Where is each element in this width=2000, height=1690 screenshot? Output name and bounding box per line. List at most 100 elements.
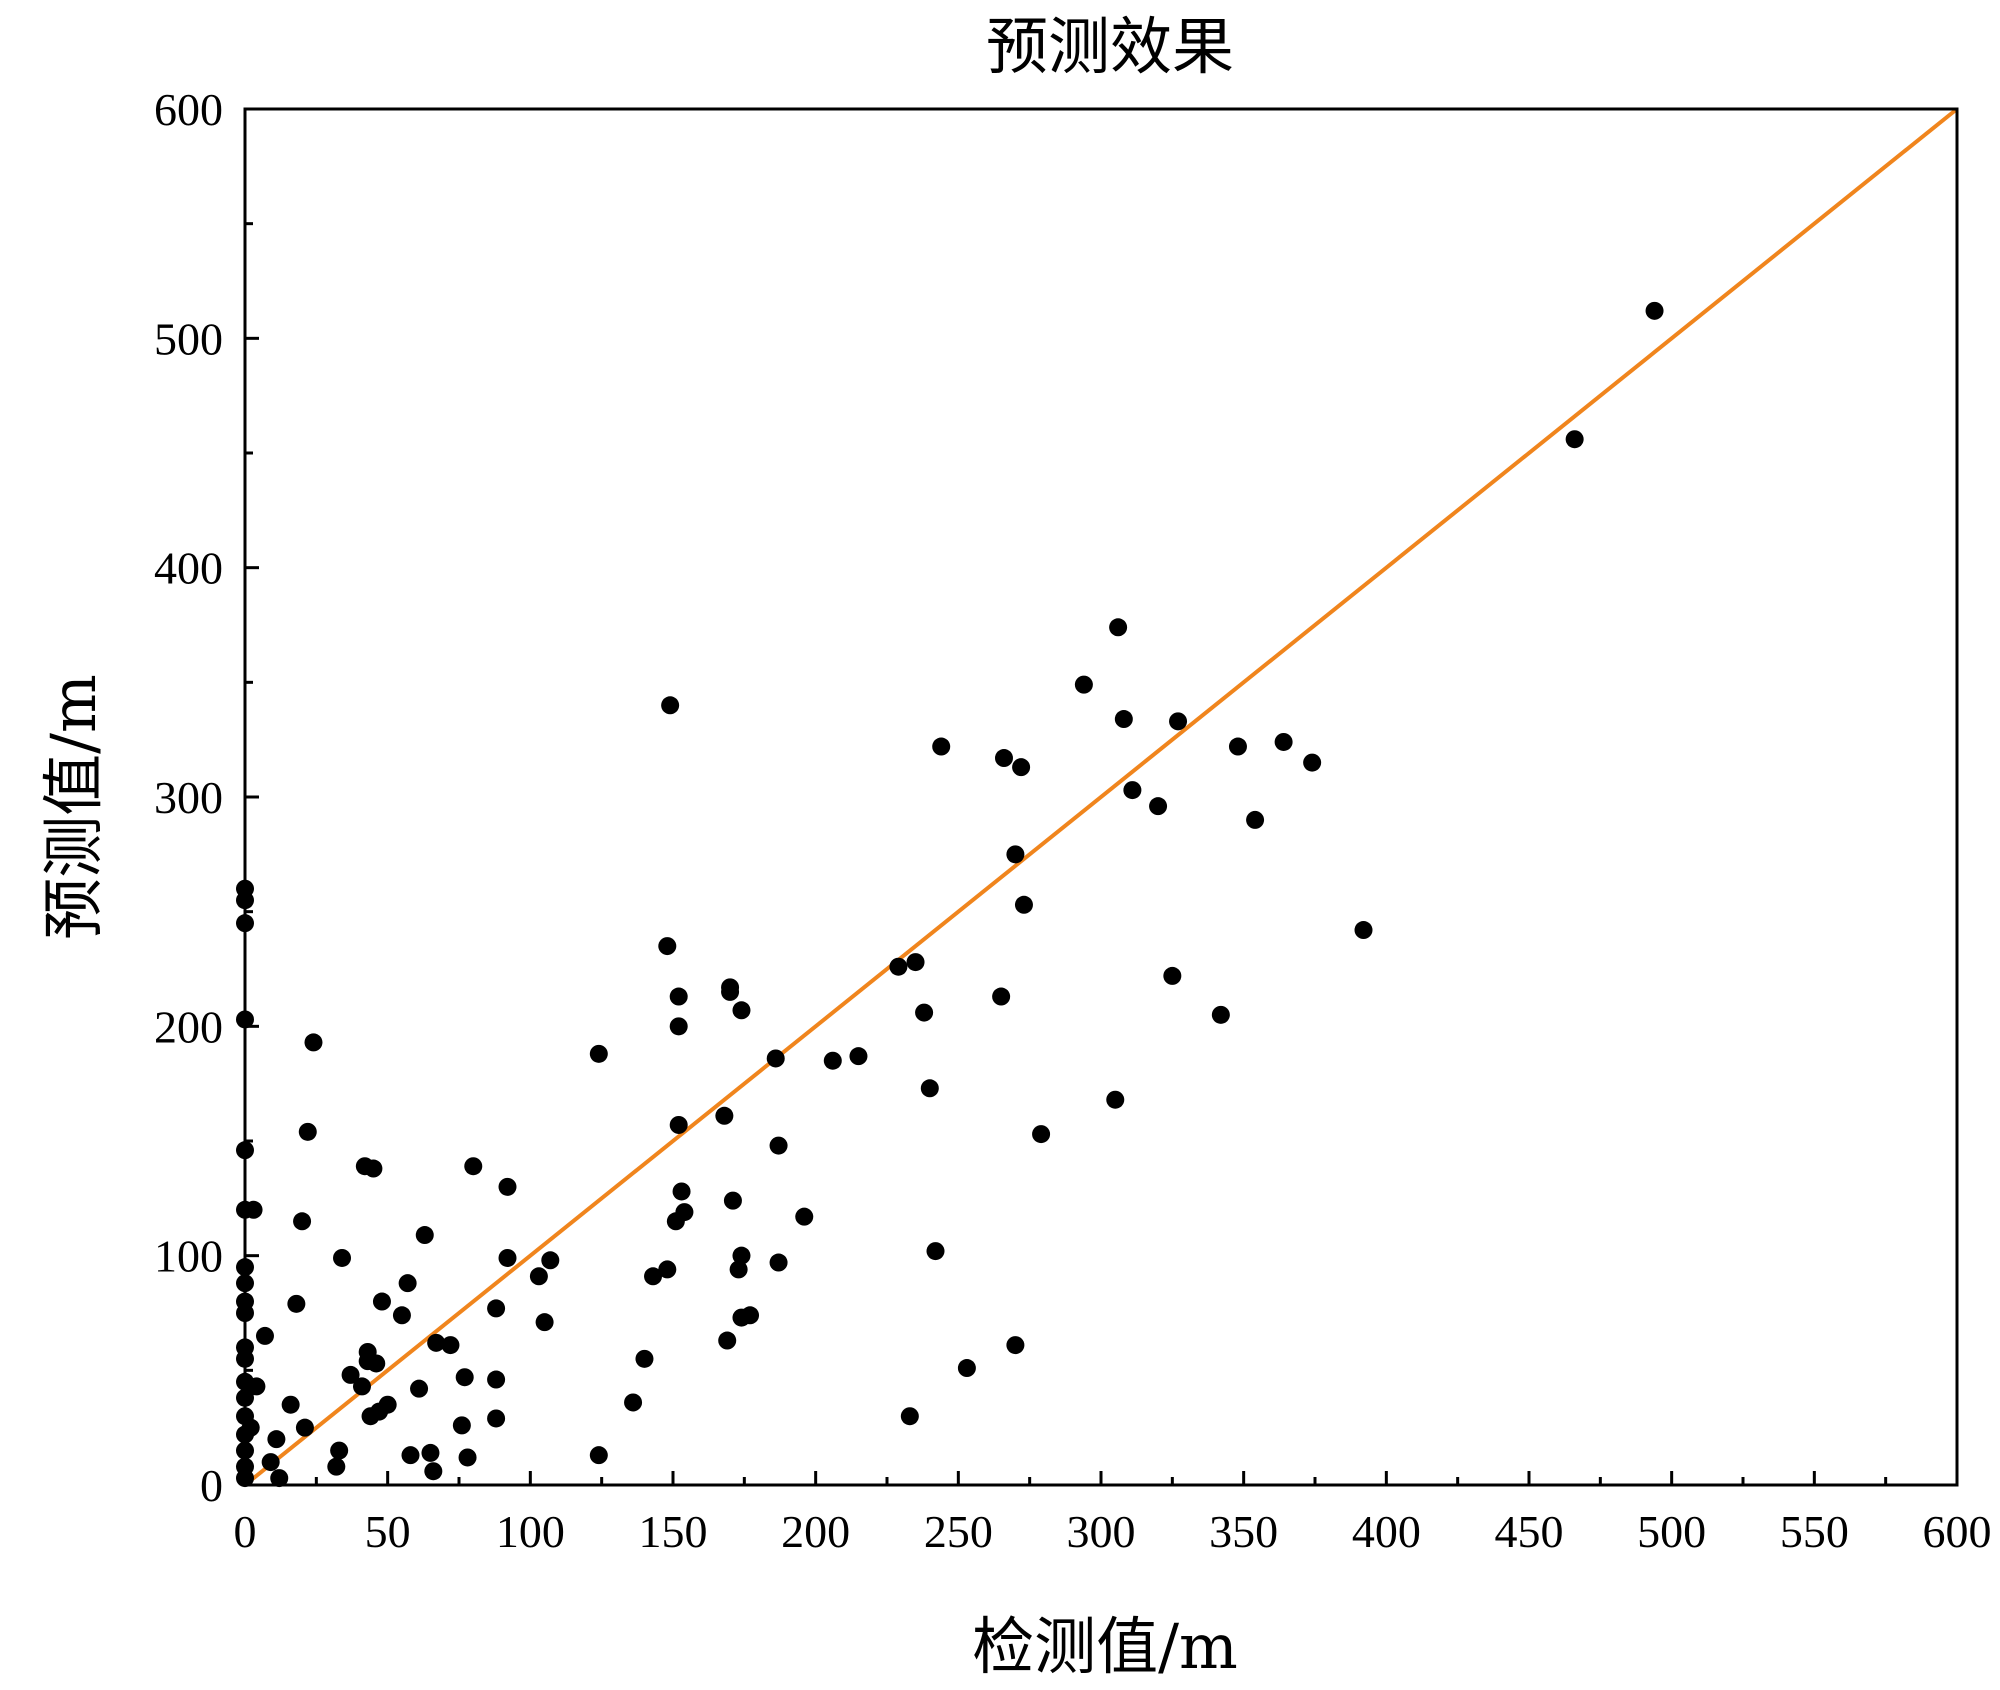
y-tick-label-200: 200 (154, 1001, 223, 1052)
data-point-122 (1246, 810, 1265, 829)
data-point-91 (766, 1049, 785, 1068)
data-point-30 (298, 1122, 317, 1141)
data-point-74 (661, 696, 680, 715)
data-point-34 (333, 1248, 352, 1267)
data-point-117 (1149, 797, 1168, 816)
data-point-81 (715, 1106, 734, 1125)
data-point-80 (675, 1203, 694, 1222)
data-point-100 (915, 1003, 934, 1022)
y-tick-label-400: 400 (154, 543, 223, 594)
data-point-52 (424, 1462, 443, 1481)
y-tick-label-500: 500 (154, 313, 223, 364)
data-point-102 (926, 1242, 945, 1261)
data-point-62 (498, 1177, 517, 1196)
data-point-60 (487, 1370, 506, 1389)
data-point-125 (1354, 921, 1373, 940)
data-point-67 (589, 1044, 608, 1063)
data-point-53 (427, 1333, 446, 1352)
data-point-127 (1645, 301, 1664, 320)
data-point-99 (906, 953, 925, 972)
data-point-110 (1014, 895, 1033, 914)
data-point-24 (267, 1430, 286, 1449)
data-point-41 (364, 1159, 383, 1178)
x-tick-label-350: 350 (1209, 1506, 1278, 1557)
data-point-119 (1169, 712, 1188, 731)
data-point-77 (669, 1017, 688, 1036)
data-point-114 (1109, 618, 1128, 637)
data-point-48 (401, 1446, 420, 1465)
data-point-20 (244, 1200, 263, 1219)
data-point-28 (293, 1212, 312, 1231)
x-tick-label-200: 200 (781, 1506, 850, 1557)
data-point-68 (589, 1446, 608, 1465)
x-tick-label-600: 600 (1923, 1506, 1992, 1557)
x-tick-label-400: 400 (1352, 1506, 1421, 1557)
y-tick-label-0: 0 (200, 1460, 223, 1511)
x-tick-label-300: 300 (1067, 1506, 1136, 1557)
x-tick-label-550: 550 (1780, 1506, 1849, 1557)
data-point-96 (849, 1047, 868, 1066)
data-point-84 (721, 978, 740, 997)
data-point-72 (658, 1260, 677, 1279)
data-point-35 (341, 1365, 360, 1384)
x-tick-label-0: 0 (234, 1506, 257, 1557)
data-point-105 (992, 987, 1011, 1006)
data-point-21 (247, 1377, 266, 1396)
data-point-23 (261, 1453, 280, 1472)
data-point-57 (458, 1448, 477, 1467)
data-point-45 (378, 1395, 397, 1414)
data-point-26 (281, 1395, 300, 1414)
data-point-103 (932, 737, 951, 756)
x-tick-label-100: 100 (496, 1506, 565, 1557)
data-point-82 (718, 1331, 737, 1350)
x-tick-label-50: 50 (365, 1506, 411, 1557)
data-point-61 (487, 1409, 506, 1428)
data-point-76 (669, 1115, 688, 1134)
y-tick-label-600: 600 (154, 84, 223, 135)
data-point-98 (900, 1407, 919, 1426)
data-point-97 (889, 957, 908, 976)
data-point-29 (295, 1418, 314, 1437)
data-point-104 (957, 1359, 976, 1378)
data-point-93 (769, 1253, 788, 1272)
data-point-88 (732, 1246, 751, 1265)
data-point-25 (270, 1469, 289, 1488)
x-axis-title: 检测值/m (972, 1610, 1238, 1683)
data-point-36 (352, 1377, 371, 1396)
data-point-33 (330, 1441, 349, 1460)
data-point-58 (464, 1157, 483, 1176)
data-point-121 (1228, 737, 1247, 756)
data-point-70 (635, 1349, 654, 1368)
data-point-55 (452, 1416, 471, 1435)
data-point-78 (669, 987, 688, 1006)
data-point-113 (1106, 1090, 1125, 1109)
data-point-85 (723, 1191, 742, 1210)
data-point-50 (415, 1226, 434, 1245)
data-point-94 (795, 1207, 814, 1226)
data-point-116 (1123, 781, 1142, 800)
data-point-49 (410, 1379, 429, 1398)
data-point-101 (920, 1079, 939, 1098)
x-tick-label-450: 450 (1495, 1506, 1564, 1557)
data-point-47 (398, 1274, 417, 1293)
data-point-66 (541, 1251, 560, 1270)
data-point-56 (455, 1368, 474, 1387)
data-point-118 (1163, 966, 1182, 985)
data-point-90 (741, 1306, 760, 1325)
data-point-22 (255, 1326, 274, 1345)
data-point-89 (732, 1001, 751, 1020)
data-point-71 (644, 1267, 663, 1286)
data-point-115 (1114, 710, 1133, 729)
x-tick-label-150: 150 (639, 1506, 708, 1557)
reference-line-layer (243, 107, 1959, 1487)
y-tick-label-300: 300 (154, 772, 223, 823)
data-point-92 (769, 1136, 788, 1155)
data-point-123 (1274, 732, 1293, 751)
data-point-69 (624, 1393, 643, 1412)
y-axis-title: 预测值/m (37, 674, 110, 940)
data-point-59 (487, 1299, 506, 1318)
reference-line (243, 107, 1959, 1487)
data-point-107 (1006, 845, 1025, 864)
data-point-42 (367, 1354, 386, 1373)
